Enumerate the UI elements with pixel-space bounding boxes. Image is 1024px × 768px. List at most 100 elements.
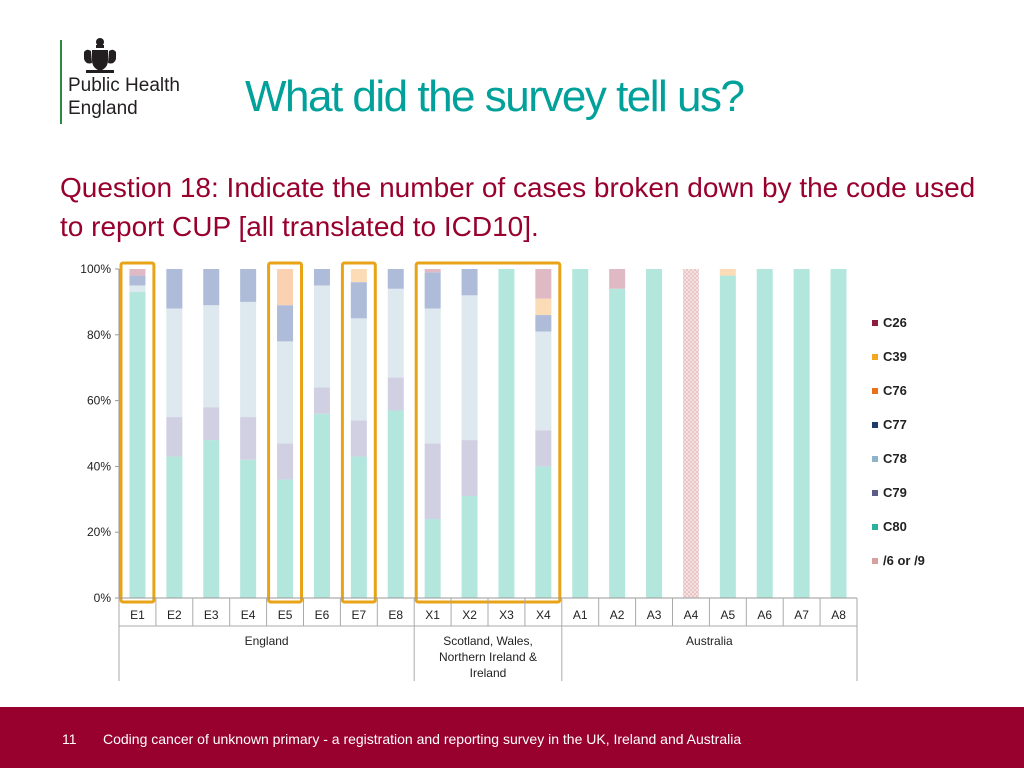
bar-segment bbox=[719, 275, 736, 598]
bar-segment bbox=[203, 440, 220, 598]
y-tick-label: 60% bbox=[87, 394, 111, 408]
bar-segment bbox=[129, 292, 146, 598]
highlight-box bbox=[119, 261, 156, 604]
logo-line-2: England bbox=[68, 98, 138, 119]
legend-swatch bbox=[872, 320, 878, 326]
y-tick-label: 100% bbox=[80, 262, 111, 276]
bar-segment bbox=[572, 269, 589, 598]
bar-segment bbox=[830, 269, 847, 598]
logo-text: Public Health England bbox=[68, 74, 180, 120]
bar-segment bbox=[424, 269, 441, 273]
legend-swatch bbox=[872, 490, 878, 496]
bar-segment bbox=[313, 413, 330, 598]
bar-segment bbox=[535, 269, 552, 299]
bar-segment bbox=[424, 443, 441, 520]
bar-segment bbox=[461, 295, 478, 441]
bar-segment bbox=[203, 407, 220, 441]
bar-segment bbox=[609, 269, 626, 289]
bar-segment bbox=[535, 430, 552, 467]
highlight-box bbox=[267, 261, 304, 604]
x-tick-label: E1 bbox=[130, 608, 145, 622]
bar-segment bbox=[461, 440, 478, 497]
legend-label: C78 bbox=[883, 451, 907, 466]
legend-swatch bbox=[872, 558, 878, 564]
x-tick-label: X2 bbox=[462, 608, 477, 622]
footer-bar: 11 Coding cancer of unknown primary - a … bbox=[0, 707, 1024, 768]
bar-segment bbox=[682, 269, 699, 598]
x-tick-label: A3 bbox=[647, 608, 662, 622]
stacked-bar-chart: 0% 20% 40% 60% 80% 100% E1 E2 E3 E4 E5 E6 E7 E8 X1 X2 X3… bbox=[80, 261, 858, 681]
bar-segment bbox=[277, 269, 294, 306]
legend-label: C26 bbox=[883, 315, 907, 330]
question-text: Question 18: Indicate the number of case… bbox=[60, 172, 976, 242]
legend-swatch bbox=[872, 456, 878, 462]
group-label: England bbox=[245, 634, 289, 648]
legend-label: C79 bbox=[883, 485, 907, 500]
bar-segment bbox=[277, 341, 294, 444]
bar-segment bbox=[313, 285, 330, 388]
bar-segment bbox=[535, 315, 552, 332]
bar-segment bbox=[387, 269, 404, 289]
bar-segment bbox=[277, 443, 294, 480]
bar-segment bbox=[166, 308, 183, 418]
bar-segment bbox=[350, 420, 367, 457]
bar-segment bbox=[461, 496, 478, 598]
bar-segment bbox=[166, 417, 183, 457]
royal-crest-icon bbox=[84, 38, 116, 73]
y-tick-label: 80% bbox=[87, 328, 111, 342]
bar-segment bbox=[203, 269, 220, 306]
x-tick-label: X4 bbox=[536, 608, 551, 622]
group-label: Australia bbox=[686, 634, 733, 648]
bar-segment bbox=[535, 298, 552, 316]
bar-segment bbox=[756, 269, 773, 598]
legend-label: C76 bbox=[883, 383, 907, 398]
bar-segment bbox=[166, 456, 183, 598]
bar-segment bbox=[277, 479, 294, 598]
x-tick-label: E7 bbox=[352, 608, 367, 622]
x-tick-label: A6 bbox=[757, 608, 772, 622]
y-tick-label: 40% bbox=[87, 459, 111, 473]
bar-segment bbox=[424, 519, 441, 598]
bar-segment bbox=[277, 305, 294, 342]
bar-segment bbox=[387, 377, 404, 411]
bar-segment bbox=[609, 288, 626, 598]
bar-segment bbox=[240, 301, 257, 418]
y-tick-label: 20% bbox=[87, 525, 111, 539]
x-tick-label: E3 bbox=[204, 608, 219, 622]
x-tick-label: A7 bbox=[794, 608, 809, 622]
logo-divider bbox=[60, 40, 62, 124]
bar-segment bbox=[129, 285, 146, 293]
legend-label: /6 or /9 bbox=[883, 553, 925, 568]
bar-segment bbox=[240, 269, 257, 302]
x-tick-label: A1 bbox=[573, 608, 588, 622]
y-tick-label: 0% bbox=[94, 591, 112, 605]
bar-segment bbox=[313, 269, 330, 286]
legend-label: C39 bbox=[883, 349, 907, 364]
x-tick-label: E6 bbox=[315, 608, 330, 622]
x-tick-label: X3 bbox=[499, 608, 514, 622]
group-label: Scotland, Wales, Northern Ireland & Irelan… bbox=[439, 634, 537, 680]
x-tick-label: A4 bbox=[684, 608, 699, 622]
bar-segment bbox=[498, 269, 515, 598]
x-tick-label: A8 bbox=[831, 608, 846, 622]
bar-segment bbox=[719, 269, 736, 276]
bar-segment bbox=[129, 269, 146, 276]
page-number: 11 bbox=[62, 731, 77, 747]
bar-segment bbox=[350, 282, 367, 319]
x-tick-label: E4 bbox=[241, 608, 256, 622]
bar-segment bbox=[535, 331, 552, 431]
x-tick-label: E2 bbox=[167, 608, 182, 622]
bar-segment bbox=[240, 417, 257, 460]
x-tick-label: E5 bbox=[278, 608, 293, 622]
legend-label: C80 bbox=[883, 519, 907, 534]
x-tick-label: A2 bbox=[610, 608, 625, 622]
legend-swatch bbox=[872, 388, 878, 394]
bar-segment bbox=[350, 269, 367, 283]
bar-segment bbox=[166, 269, 183, 309]
legend-swatch bbox=[872, 422, 878, 428]
bar-segment bbox=[350, 456, 367, 598]
phe-logo: Public Health England bbox=[60, 36, 220, 126]
x-tick-label: A5 bbox=[721, 608, 736, 622]
bar-segment bbox=[424, 272, 441, 309]
highlight-box bbox=[340, 261, 377, 604]
